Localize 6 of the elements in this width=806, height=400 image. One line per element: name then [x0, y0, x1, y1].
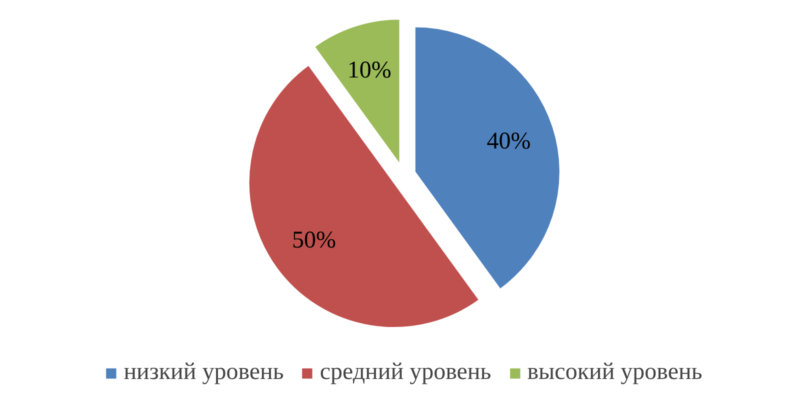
legend-label: низкий уровень	[124, 359, 284, 386]
data-label: 10%	[347, 57, 392, 84]
data-label: 50%	[292, 228, 336, 254]
legend-label: высокий уровень	[527, 359, 702, 386]
legend-label: средний уровень	[320, 359, 492, 386]
data-label: 40%	[486, 128, 531, 154]
